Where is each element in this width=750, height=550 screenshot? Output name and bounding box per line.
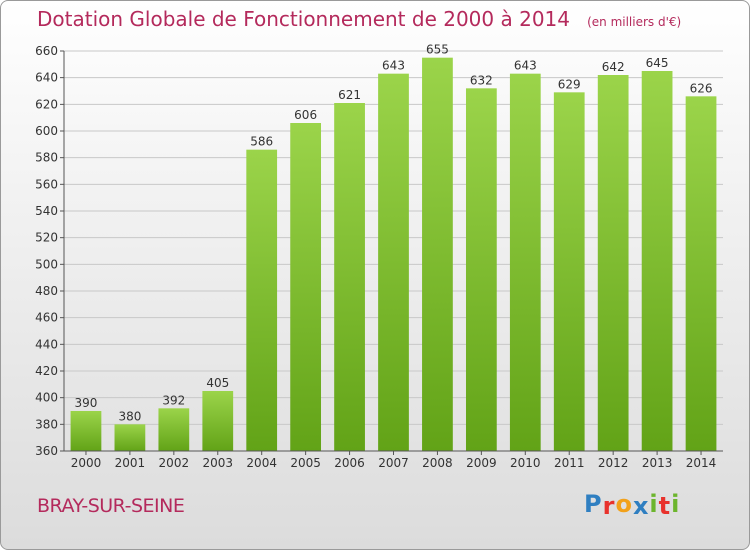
bar-2002: [158, 408, 190, 451]
bar-2014: [685, 96, 717, 451]
y-tick-label: 380: [35, 417, 58, 431]
data-label: 632: [470, 73, 493, 87]
y-tick-label: 580: [35, 151, 58, 165]
bar-2009: [465, 88, 497, 451]
y-tick-label: 500: [35, 257, 58, 271]
y-tick-label: 660: [35, 44, 58, 58]
y-tick-label: 400: [35, 391, 58, 405]
bar-2013: [641, 71, 673, 451]
logo-letter: x: [632, 492, 650, 520]
data-label: 586: [250, 135, 273, 149]
data-label: 643: [382, 59, 405, 73]
y-tick-label: 460: [35, 311, 58, 325]
x-tick-label: 2014: [686, 456, 717, 470]
bar-2008: [422, 57, 453, 452]
x-tick-label: 2006: [334, 456, 365, 470]
x-tick-label: 2013: [642, 456, 673, 470]
data-label: 405: [206, 376, 229, 390]
bar-2007: [378, 73, 409, 452]
data-label: 626: [690, 81, 713, 95]
chart-unit: (en milliers d'€): [587, 15, 682, 29]
y-tick-label: 420: [35, 364, 58, 378]
bar-2012: [597, 75, 629, 451]
logo-letter: P: [584, 490, 603, 518]
y-tick-label: 560: [35, 177, 58, 191]
bar-2010: [509, 73, 541, 452]
logo-letter: t: [658, 492, 672, 520]
data-label: 642: [602, 60, 625, 74]
y-tick-label: 520: [35, 231, 58, 245]
x-tick-label: 2004: [246, 456, 277, 470]
x-tick-label: 2007: [378, 456, 409, 470]
y-tick-label: 360: [35, 444, 58, 458]
bar-2005: [290, 123, 322, 451]
commune-name: BRAY-SUR-SEINE: [37, 495, 185, 517]
logo-letter: i: [649, 490, 659, 518]
data-label: 380: [118, 409, 141, 423]
data-label: 643: [514, 59, 537, 73]
x-tick-label: 2002: [159, 456, 190, 470]
bar-2001: [114, 424, 146, 451]
y-tick-label: 540: [35, 204, 58, 218]
x-tick-label: 2011: [554, 456, 585, 470]
bar-2000: [70, 411, 102, 451]
data-label: 655: [426, 43, 449, 57]
data-label: 645: [646, 56, 669, 70]
x-tick-label: 2001: [115, 456, 146, 470]
y-tick-label: 640: [35, 71, 58, 85]
x-tick-label: 2009: [466, 456, 497, 470]
y-tick-label: 440: [35, 337, 58, 351]
data-label: 390: [75, 396, 98, 410]
bar-2006: [334, 103, 365, 451]
y-tick-label: 600: [35, 124, 58, 138]
data-label: 621: [338, 88, 361, 102]
logo-letter: r: [602, 492, 616, 520]
x-tick-label: 2005: [290, 456, 321, 470]
x-tick-label: 2003: [202, 456, 233, 470]
proxiti-logo: Proxiti: [584, 490, 681, 520]
bar-2004: [246, 149, 278, 451]
bar-2011: [553, 92, 585, 451]
data-label: 606: [294, 108, 317, 122]
x-tick-label: 2010: [510, 456, 541, 470]
chart-title-block: Dotation Globale de Fonctionnement de 20…: [37, 7, 681, 31]
data-label: 629: [558, 77, 581, 91]
bar-2003: [202, 391, 234, 451]
x-tick-label: 2012: [598, 456, 629, 470]
axes: 360 380 400 420 440 460 480 500 520 540 560 580 600 6…: [35, 44, 723, 470]
bars: 390 380 392 405 586 606 621 643 655 632 643 629 642 6…: [70, 43, 717, 452]
x-tick-label: 2008: [422, 456, 453, 470]
logo-letter: i: [671, 490, 681, 518]
data-label: 392: [162, 393, 185, 407]
y-tick-label: 620: [35, 97, 58, 111]
y-tick-label: 480: [35, 284, 58, 298]
x-tick-label: 2000: [71, 456, 102, 470]
logo-letter: o: [615, 490, 633, 518]
chart-title: Dotation Globale de Fonctionnement de 20…: [37, 7, 570, 31]
